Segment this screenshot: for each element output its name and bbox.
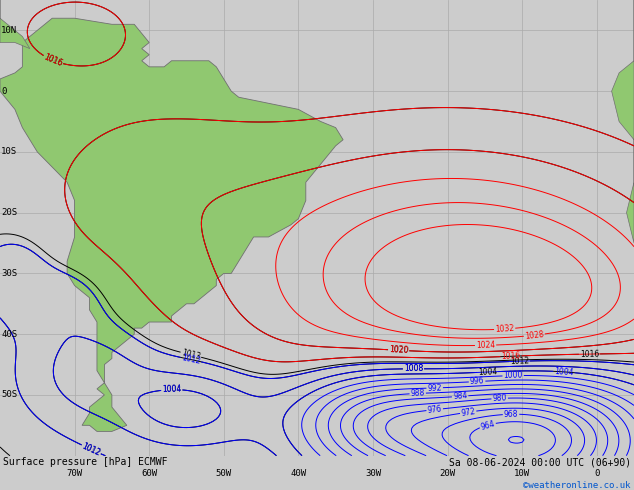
Text: 0: 0 [594,469,599,478]
Text: 20W: 20W [439,469,456,478]
Text: 10W: 10W [514,469,530,478]
Text: 992: 992 [427,383,442,392]
Text: 1016: 1016 [501,351,521,361]
Text: 1028: 1028 [524,330,545,341]
Text: 1012: 1012 [81,441,101,458]
Text: ©weatheronline.co.uk: ©weatheronline.co.uk [523,481,631,490]
Text: 988: 988 [410,389,425,398]
Text: 10S: 10S [1,147,17,156]
Text: 10N: 10N [1,26,17,35]
Text: 1013: 1013 [181,348,201,362]
Text: 1004: 1004 [162,385,181,394]
Text: 1032: 1032 [495,324,515,334]
Polygon shape [0,0,30,49]
Text: 1016: 1016 [42,52,63,68]
Text: 1008: 1008 [404,364,423,373]
Text: 964: 964 [479,419,496,432]
Text: 50S: 50S [1,391,17,399]
Text: Surface pressure [hPa] ECMWF: Surface pressure [hPa] ECMWF [3,458,167,467]
Text: 1012: 1012 [81,441,101,458]
Text: 1012: 1012 [510,356,529,366]
Text: 1016: 1016 [579,349,599,359]
Text: 40W: 40W [290,469,306,478]
Text: 30W: 30W [365,469,381,478]
Text: 1024: 1024 [476,341,495,350]
Text: 996: 996 [470,377,484,387]
Text: 1012: 1012 [181,353,201,366]
Text: Sa 08-06-2024 00:00 UTC (06+90): Sa 08-06-2024 00:00 UTC (06+90) [449,458,631,467]
Text: 1020: 1020 [389,345,408,355]
Text: 1008: 1008 [404,364,423,373]
Polygon shape [0,18,343,431]
Text: 1004: 1004 [554,367,574,377]
Text: 60W: 60W [141,469,157,478]
Text: 980: 980 [492,393,507,403]
Text: 976: 976 [427,404,443,415]
Text: 972: 972 [460,407,476,417]
Text: 1004: 1004 [162,385,181,394]
Text: 1004: 1004 [478,367,498,377]
Text: 0: 0 [1,87,6,96]
Text: 1000: 1000 [503,371,523,380]
Text: 1020: 1020 [389,345,408,355]
Text: 50W: 50W [216,469,232,478]
Text: 968: 968 [503,410,519,419]
Text: 40S: 40S [1,330,17,339]
Text: 20S: 20S [1,208,17,217]
Text: 30S: 30S [1,269,17,278]
Text: 70W: 70W [67,469,82,478]
Polygon shape [612,0,634,243]
Text: 1016: 1016 [42,52,63,68]
Text: 984: 984 [453,392,468,401]
